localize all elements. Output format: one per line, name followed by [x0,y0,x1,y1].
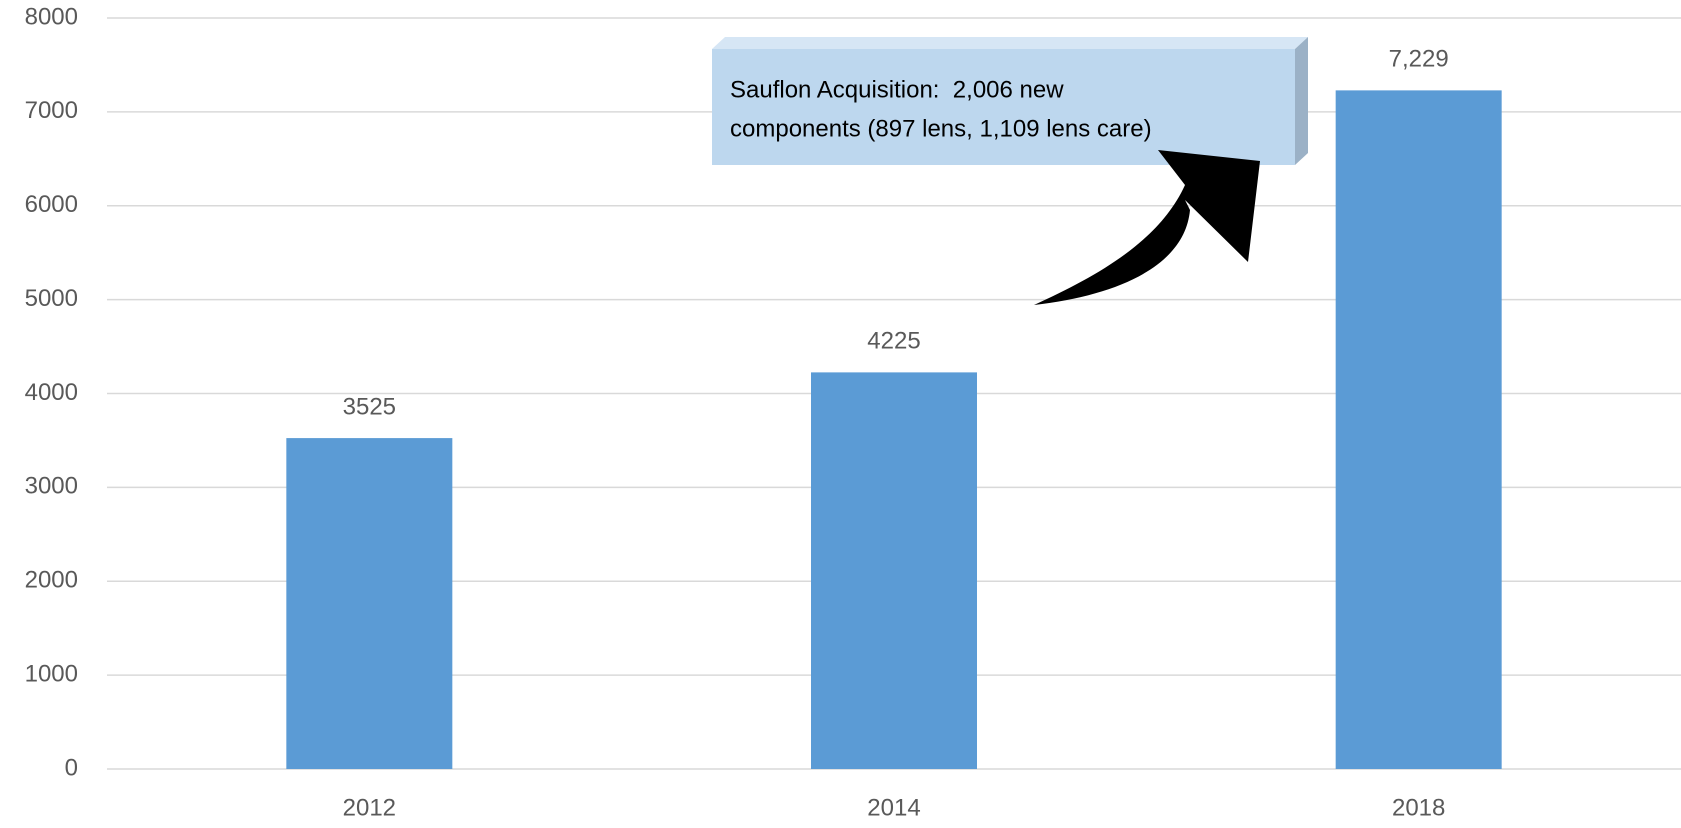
y-tick-label: 8000 [25,3,78,30]
x-tick-label: 2014 [867,794,920,821]
data-label: 4225 [867,328,920,355]
data-label: 3525 [343,393,396,420]
box-top [712,37,1308,49]
annotation-arrow [1034,150,1260,305]
y-tick-label: 1000 [25,660,78,687]
x-tick-label: 2018 [1392,794,1445,821]
y-tick-label: 3000 [25,473,78,500]
bar [286,438,453,769]
y-tick-label: 4000 [25,379,78,406]
y-tick-label: 6000 [25,191,78,218]
y-tick-label: 7000 [25,97,78,124]
bar [811,372,977,769]
y-tick-label: 2000 [25,567,78,594]
annotation-line: components (897 lens, 1,109 lens care) [730,115,1152,142]
data-label: 7,229 [1389,46,1449,73]
box-side [1295,37,1308,165]
box-front [712,49,1295,165]
bar [1335,90,1502,769]
annotation-line: Sauflon Acquisition: 2,006 new [730,76,1064,103]
annotation-box: Sauflon Acquisition: 2,006 new component… [712,37,1308,165]
x-tick-label: 2012 [343,794,396,821]
y-tick-label: 0 [65,754,78,781]
y-tick-label: 5000 [25,285,78,312]
bars: 2012 3525 2014 4225 2018 7,229 [286,46,1502,821]
